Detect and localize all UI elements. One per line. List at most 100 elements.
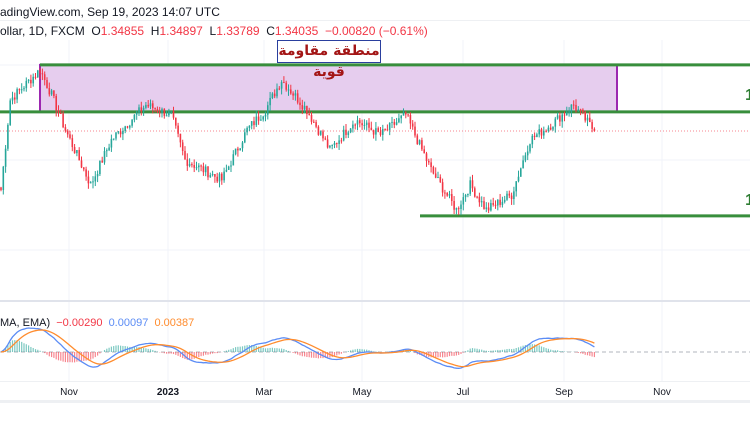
candle [547,127,550,131]
candle [34,76,37,78]
change-value: −0.00820 (−0.61%) [324,24,428,38]
candle [572,104,575,106]
candle [255,116,258,126]
candle [262,116,264,120]
candle [193,165,195,168]
candle [25,80,28,89]
time-tick: Sep [555,387,573,398]
low-label: L [209,24,217,38]
candle [60,112,62,114]
candle [361,123,363,126]
candle [2,166,5,190]
candle [106,150,108,152]
time-axis-divider [0,381,750,382]
candle [354,124,356,126]
candle [377,128,379,132]
candle [115,132,117,139]
candle [566,112,568,116]
candle [313,121,315,123]
candle [294,93,297,96]
candle [147,104,149,107]
candle [117,131,120,133]
candle [209,175,212,178]
candle [441,182,444,193]
candle [471,180,474,189]
candle [135,112,138,115]
symbol-label[interactable]: ollar, 1D, FXCM [0,24,85,38]
candle [168,111,170,116]
pane-divider[interactable] [0,300,750,302]
candle [301,105,304,110]
candle [483,201,485,209]
candle [230,165,232,167]
candle [126,126,129,128]
candle [172,111,175,118]
candle [145,104,147,108]
candle [411,123,414,127]
candle [524,155,527,161]
candle [538,129,540,135]
candle [94,176,97,182]
candle [250,121,253,126]
support-level-label: 1 [745,192,750,209]
candle [140,107,143,112]
candle [253,121,255,126]
signal-value: 0.00387 [154,317,195,329]
candle [246,127,248,133]
candle [177,125,179,134]
candle [579,109,582,111]
candle [138,107,140,113]
candle [57,110,60,113]
candle [50,90,53,95]
candle [554,118,557,127]
time-tick: Nov [653,387,671,398]
resistance-zone-label[interactable]: منطقة مقاومة قوية [277,40,381,80]
candle [338,140,340,145]
candle [225,169,228,172]
candle [490,203,492,211]
candle [55,96,57,111]
candle [497,199,499,206]
candle [78,150,80,161]
candle [586,117,589,121]
candle [161,108,163,113]
candle [448,194,451,196]
macd-legend[interactable]: MA, EMA) −0.00290 0.00097 0.00387 [0,317,194,329]
candle [368,122,370,128]
candle [83,167,85,170]
candle [149,103,152,107]
candle [202,166,205,173]
candle [340,140,343,142]
candle [559,115,561,122]
candle [556,115,559,119]
candle [46,80,48,89]
candle [492,203,494,205]
macd-histogram-value: −0.00290 [56,317,103,329]
candle [453,201,455,210]
candle [306,105,308,115]
candle [517,176,520,182]
candle [108,147,110,151]
candle [402,112,405,116]
candle [428,160,430,163]
candle [347,132,350,135]
candle [62,113,64,128]
candle [310,114,313,122]
candle [303,105,306,110]
open-value: 1.34855 [100,24,145,38]
candle [508,193,511,196]
candle [568,111,570,113]
candle [457,208,460,210]
candle [529,144,531,152]
candle [522,160,524,169]
candle [20,89,23,91]
candle [269,97,271,106]
candle [69,134,71,139]
candle [536,134,538,137]
candle [0,187,2,190]
candle [370,127,373,131]
candle [423,149,425,154]
candle [207,166,209,178]
candle [287,89,290,91]
